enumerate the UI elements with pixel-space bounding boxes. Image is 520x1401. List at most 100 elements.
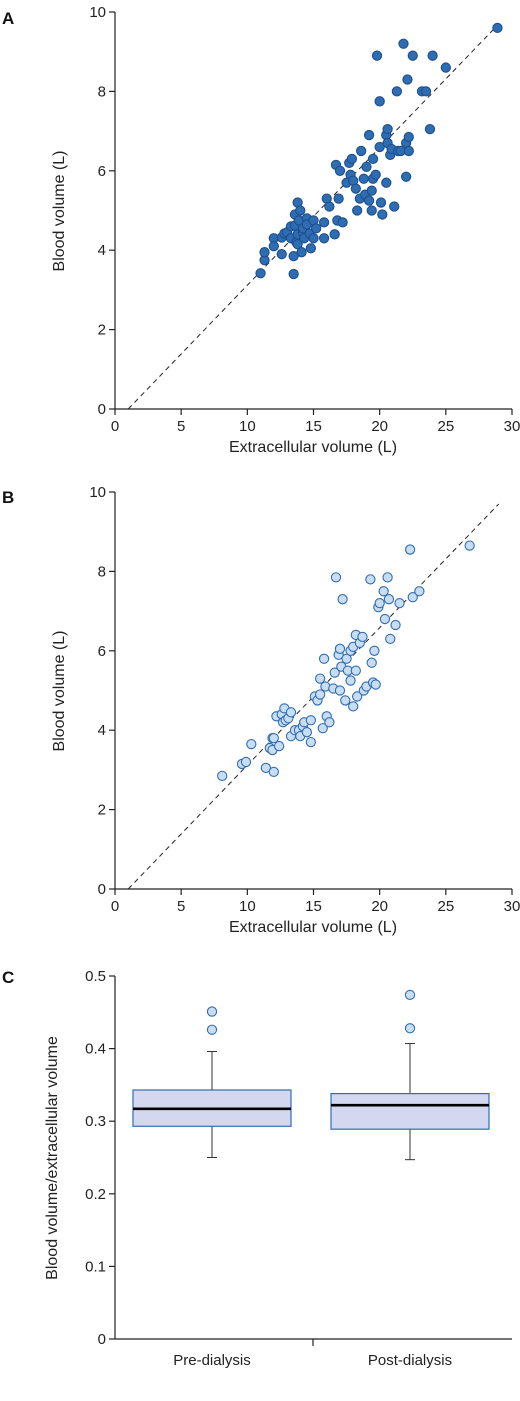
scatter-point (366, 205, 377, 216)
panel-c-x-ticks: Pre-dialysis Post-dialysis (173, 1339, 452, 1369)
panel-b-axes (114, 492, 512, 890)
scatter-point (259, 247, 270, 258)
y-tick-label: 0 (98, 1331, 106, 1348)
scatter-point (390, 619, 401, 631)
scatter-point (285, 707, 297, 718)
scatter-point (382, 572, 393, 583)
scatter-point (346, 153, 358, 165)
y-tick-label: 0.2 (85, 1186, 106, 1203)
y-tick-label: 8 (98, 563, 106, 580)
scatter-point (379, 613, 391, 625)
scatter-point (375, 197, 387, 208)
panel-a-x-ticks: 0 5 10 15 20 25 30 (111, 409, 520, 435)
scatter-point (305, 736, 317, 748)
scatter-point (295, 205, 306, 216)
y-tick-label: 10 (89, 4, 106, 21)
scatter-point (391, 86, 403, 97)
panel-a-axes (114, 12, 512, 410)
scatter-point (217, 770, 228, 782)
x-tick-label: 10 (239, 418, 256, 435)
scatter-point (440, 62, 451, 73)
scatter-point (333, 193, 344, 204)
scatter-point (370, 679, 381, 690)
panel-b-letter: B (2, 488, 14, 507)
scatter-point (340, 695, 351, 706)
x-tick-label: 20 (371, 418, 388, 435)
outlier-point (206, 1024, 218, 1035)
y-tick-label: 0.5 (85, 968, 106, 985)
scatter-point (374, 598, 385, 609)
scatter-point (382, 123, 393, 135)
x-tick-label: 5 (177, 898, 185, 915)
scatter-point (366, 185, 377, 196)
box-pre-dialysis (132, 1006, 292, 1158)
x-tick-label: 30 (504, 418, 520, 435)
scatter-point (378, 586, 389, 597)
panel-a-letter: A (2, 9, 14, 28)
scatter-point (268, 732, 279, 744)
scatter-point (377, 209, 388, 220)
scatter-point (370, 169, 381, 180)
scatter-point (314, 689, 326, 700)
box-post-dialysis (330, 989, 490, 1161)
x-tick-label: 15 (305, 898, 322, 915)
scatter-point (357, 631, 368, 643)
scatter-point (414, 586, 425, 597)
panel-b-x-axis-title: Extracellular volume (L) (229, 919, 397, 936)
scatter-point (365, 574, 376, 585)
scatter-point (324, 717, 335, 728)
scatter-point (310, 223, 322, 234)
panel-c-y-ticks: 0 0.1 0.2 0.3 0.4 0.5 (85, 968, 115, 1348)
scatter-point (383, 594, 395, 605)
scatter-point (329, 667, 340, 678)
scatter-point (402, 74, 413, 85)
y-tick-label: 0 (98, 881, 106, 898)
scatter-point (334, 643, 346, 654)
scatter-point (305, 243, 317, 254)
scatter-point (330, 572, 342, 583)
scatter-point (385, 633, 396, 645)
scatter-point (358, 173, 369, 184)
scatter-point (355, 145, 367, 157)
scatter-point (305, 715, 317, 726)
scatter-point (308, 233, 319, 244)
outlier-point (404, 989, 416, 1001)
scatter-point (268, 766, 279, 778)
scatter-point (334, 685, 346, 696)
scatter-point (403, 145, 414, 157)
scatter-point (318, 653, 330, 664)
scatter-point (334, 165, 346, 176)
scatter-point (371, 50, 383, 61)
scatter-point (369, 645, 380, 656)
panel-b-y-ticks: 0 2 4 6 8 10 (89, 484, 115, 898)
scatter-point (407, 592, 418, 603)
outlier-point (404, 1023, 416, 1034)
x-tick-label: 20 (371, 898, 388, 915)
x-tick-label: 30 (504, 898, 520, 915)
scatter-point (329, 229, 340, 240)
scatter-point (314, 673, 326, 684)
y-tick-label: 0.3 (85, 1113, 106, 1130)
panel-b-reference-line (127, 503, 500, 890)
panel-b-points (217, 540, 475, 782)
panel-a-dashed-line (127, 23, 500, 410)
panel-b-y-axis-title: Blood volume (L) (51, 631, 68, 752)
scatter-point (381, 177, 392, 188)
panel-a-y-axis-title: Blood volume (L) (51, 151, 68, 272)
scatter-point (374, 141, 385, 153)
interquartile-box (330, 1093, 490, 1130)
scatter-point (288, 268, 299, 280)
scatter-point (361, 161, 372, 172)
scatter-point (337, 594, 348, 605)
scatter-point (268, 241, 279, 252)
panel-b-scatter-plot: B 0 5 10 15 20 25 30 0 2 4 6 8 10 Extracellular vol… (2, 484, 520, 936)
x-tick-label: 5 (177, 418, 185, 435)
scatter-point (348, 701, 359, 712)
y-tick-label: 4 (98, 242, 106, 259)
x-tick-label: 0 (111, 418, 119, 435)
scatter-point (240, 756, 252, 768)
scatter-point (288, 251, 299, 262)
scatter-point (352, 205, 363, 216)
y-tick-label: 2 (98, 802, 106, 819)
